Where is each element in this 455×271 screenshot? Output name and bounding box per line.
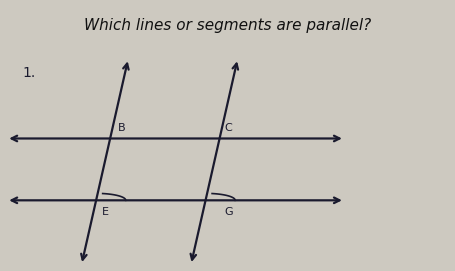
Text: B: B <box>117 123 125 133</box>
Text: Which lines or segments are parallel?: Which lines or segments are parallel? <box>84 18 371 33</box>
Text: C: C <box>224 123 232 133</box>
Text: G: G <box>223 207 232 217</box>
Text: 1.: 1. <box>23 66 36 80</box>
Text: E: E <box>101 207 108 217</box>
